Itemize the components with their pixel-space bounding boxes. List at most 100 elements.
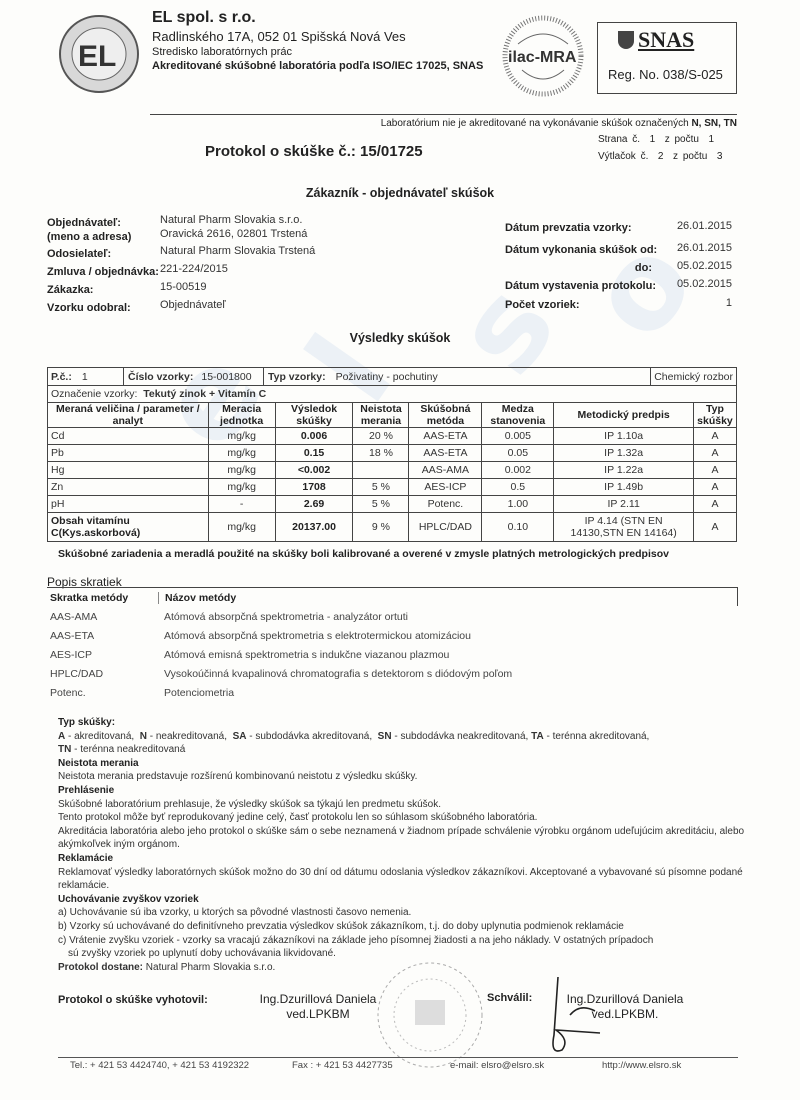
table-cell: A [692, 444, 738, 462]
slovak-shield-icon [618, 31, 634, 49]
customer-field-value: 05.02.2015 [676, 260, 732, 272]
table-cell: mg/kg [207, 461, 276, 479]
accreditation-text: Akreditované skúšobné laboratória podľa … [152, 60, 484, 72]
customer-field-label: Dátum prevzatia vzorky: [505, 222, 632, 234]
abbreviation-code: AAS-AMA [50, 610, 98, 623]
declaration-line: Skúšobné laboratórium prehlasuje, že výs… [58, 798, 441, 810]
table-cell: A [692, 512, 738, 542]
declaration-heading: Prehlásenie [58, 784, 115, 796]
table-cell: IP 1.32a [553, 444, 694, 462]
table-cell: HPLC/DAD [408, 512, 483, 542]
table-cell: <0.002 [274, 461, 354, 479]
table-cell: 0.15 [274, 444, 354, 462]
sample-type: Poživatiny - pochutiny [335, 370, 438, 383]
customer-field-value: 15-00519 [160, 281, 207, 293]
footer-tel: Tel.: + 421 53 4424740, + 421 53 4192322 [70, 1060, 250, 1071]
type-code: SN [377, 730, 392, 742]
table-cell: - [207, 495, 276, 513]
storage-line: sú zvyšky vzoriek po uplynutí doby uchov… [68, 948, 336, 960]
col-header: Meracia jednotka [207, 402, 276, 428]
col-header: Meraná veličina / parameter / analyt [47, 402, 209, 428]
table-cell: Pb [47, 444, 209, 462]
abbreviations-frame [47, 587, 738, 606]
table-row: Hg mg/kg <0.002 AAS-AMA 0.002 IP 1.22a A [47, 461, 738, 479]
company-logo: EL [58, 14, 140, 99]
table-cell: 0.005 [481, 427, 555, 445]
sample-no-label: Číslo vzorky: [128, 370, 194, 383]
table-cell: 5 % [352, 495, 410, 513]
abbreviations-heading: Popis skratiek [47, 575, 122, 589]
table-cell: mg/kg [207, 444, 276, 462]
pc-value: 1 [81, 370, 88, 383]
customer-field-value: 26.01.2015 [676, 242, 732, 254]
footer-web[interactable]: http://www.elsro.sk [602, 1060, 682, 1071]
col-header: Výsledok skúšky [274, 402, 354, 428]
table-row: Zn mg/kg 1708 5 % AES-ICP 0.5 IP 1.49b A [47, 478, 738, 496]
col-header: Metodický predpis [553, 402, 694, 428]
abbreviation-code: AAS-ETA [50, 629, 95, 642]
table-cell: Potenc. [408, 495, 483, 513]
table-cell: IP 1.22a [553, 461, 694, 479]
abbreviation-name: Atómová absorpčná spektrometria s elektr… [164, 629, 471, 642]
abbreviation-name: Potenciometria [164, 686, 235, 699]
designation-value: Tekutý zinok + Vitamín C [143, 388, 267, 400]
table-cell: 1.00 [481, 495, 555, 513]
customer-heading: Zákazník - objednávateľ skúšok [305, 186, 495, 200]
handwritten-signature [520, 975, 610, 1065]
type-desc: - terénna neakreditovaná [71, 744, 186, 756]
col-code-header: Skratka metódy [47, 591, 159, 604]
table-row: pH -2.69 5 % Potenc. 1.00 IP 2.11 A [47, 495, 738, 513]
table-cell: A [692, 427, 738, 445]
table-cell: 18 % [352, 444, 410, 462]
table-cell: mg/kg [207, 478, 276, 496]
sample-info-row: P.č.: 1 Číslo vzorky: 15-001800 Typ vzorky… [47, 367, 737, 386]
table-cell: AAS-ETA [408, 444, 483, 462]
official-stamp [365, 955, 495, 1080]
table-cell: A [692, 495, 738, 513]
abbreviation-name: Atómová absorpčná spektrometria - analyz… [164, 610, 408, 623]
footer-email[interactable]: e-mail: elsro@elsro.sk [450, 1060, 545, 1071]
table-cell: A [692, 461, 738, 479]
abbreviation-row: AES-ICP Atómová emisná spektrometria s in… [47, 645, 737, 664]
customer-field-value: 221-224/2015 [160, 263, 228, 275]
header-divider [150, 114, 737, 115]
svg-text:EL: EL [78, 40, 116, 73]
snas-label: SNAS [638, 27, 695, 52]
table-cell: Cd [47, 427, 209, 445]
table-cell: mg/kg [207, 512, 276, 542]
customer-field-label: Zákazka: [47, 284, 94, 296]
table-cell: 0.006 [274, 427, 354, 445]
abbreviation-code: HPLC/DAD [50, 667, 104, 680]
snas-reg: Reg. No. 038/S-025 [608, 67, 723, 82]
type-code: TN [58, 744, 72, 756]
col-header: Neistota merania [352, 402, 410, 428]
company-address: Radlinského 17A, 052 01 Spišská Nová Ves [152, 29, 406, 44]
customer-field-label: Dátum vystavenia protokolu: [505, 280, 656, 292]
accreditation-note: Laboratórium nie je akreditované na vyko… [380, 118, 737, 129]
customer-field-label: Počet vzoriek: [505, 299, 580, 311]
type-code: A [58, 730, 66, 742]
company-division: Stredisko laboratórnych prác [152, 46, 293, 58]
table-cell: 20137.00 [274, 512, 354, 542]
page-counter: Strana č. 1 z počtu 1 [598, 134, 715, 145]
approved-label: Schválil: [487, 992, 533, 1004]
abbreviations-header: Skratka metódy Názov metódy [47, 588, 737, 607]
designation-label: Označenie vzorky: [51, 388, 138, 400]
customer-field-label: Vzorku odobral: [47, 302, 131, 314]
col-header: Skúšobná metóda [408, 402, 483, 428]
table-cell: 0.10 [481, 512, 555, 542]
col-name-header: Názov metódy [165, 591, 237, 604]
table-cell: AAS-AMA [408, 461, 483, 479]
table-header-row: Meraná veličina / parameter / analyt Mer… [47, 402, 738, 428]
table-cell: AES-ICP [408, 478, 483, 496]
storage-heading: Uchovávanie zvyškov vzoriek [58, 893, 199, 905]
pc-label: P.č.: [51, 370, 72, 383]
prepared-label: Protokol o skúške vyhotovil: [58, 994, 208, 1006]
type-desc: - terénna akreditovaná, [543, 730, 650, 742]
customer-field-label: Odosielateľ: [47, 248, 112, 260]
customer-field-value: 05.02.2015 [676, 278, 732, 290]
storage-line: b) Vzorky sú uchovávané do definitívneho… [58, 920, 624, 932]
customer-field-label: do: [634, 262, 652, 274]
abbreviation-name: Vysokoúčinná kvapalinová chromatografia … [164, 667, 513, 680]
declaration-line: Tento protokol môže byť reprodukovaný je… [58, 812, 538, 824]
